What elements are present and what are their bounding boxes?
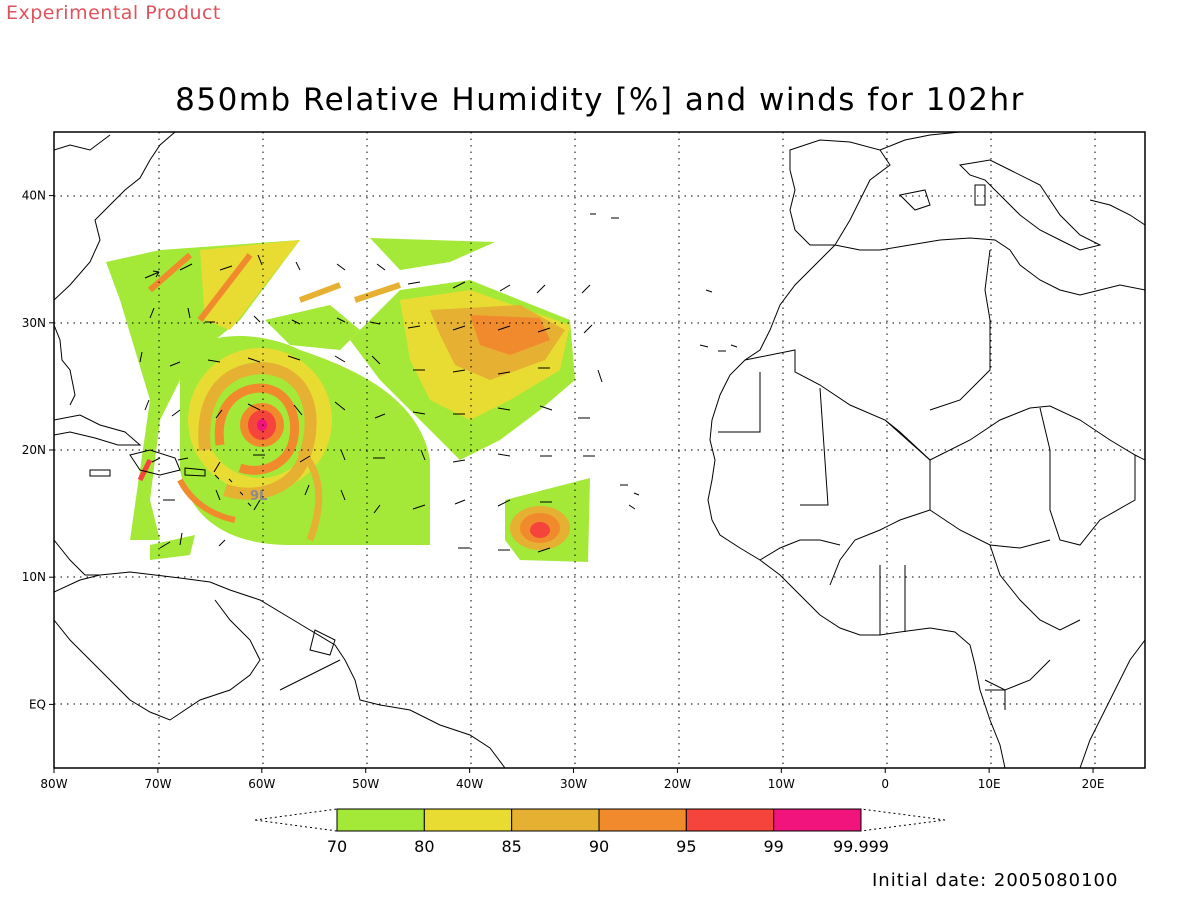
colorbar-label: 90: [589, 837, 609, 856]
lat-label: 30N: [22, 316, 46, 330]
lon-label: 30W: [560, 777, 587, 791]
colorbar-label: 99.999: [833, 837, 889, 856]
lon-label: 60W: [248, 777, 275, 791]
lon-label: 80W: [40, 777, 67, 791]
lon-label: 20W: [664, 777, 691, 791]
colorbar-right-extension: [860, 808, 946, 832]
lat-label: 10N: [22, 570, 46, 584]
axis-labels: 40N 30N 20N 10N EQ 80W 70W 60W 50W 40W 30W 20W 10W 0 1…: [22, 189, 1105, 791]
lon-label: 10W: [768, 777, 795, 791]
lon-label: 70W: [144, 777, 171, 791]
lon-label: 50W: [352, 777, 379, 791]
experimental-product-label: Experimental Product: [6, 2, 221, 24]
colorbar-swatch: [336, 808, 425, 832]
wind-vectors: [139, 254, 603, 553]
colorbar-swatch: [598, 808, 687, 832]
colorbar-swatch: [685, 808, 775, 832]
grid-lines: [54, 132, 1145, 768]
colorbar-swatch: [511, 808, 600, 832]
initial-date: Initial date: 2005080100: [872, 870, 1119, 891]
lat-label: EQ: [29, 697, 46, 711]
colorbar-label: 80: [414, 837, 434, 856]
colorbar-swatch: [773, 808, 862, 832]
lat-label: 20N: [22, 443, 46, 457]
lon-label: 10E: [978, 777, 1001, 791]
lon-label: 40W: [456, 777, 483, 791]
lon-label: 20E: [1082, 777, 1105, 791]
colorbar-label: 70: [327, 837, 347, 856]
lon-label: 0: [881, 777, 889, 791]
lat-label: 40N: [22, 189, 46, 203]
colorbar: 70 80 85 90 95 99 99.999: [254, 808, 946, 856]
storm-label: 9L: [250, 489, 267, 504]
chart-title: 850mb Relative Humidity [%] and winds fo…: [175, 82, 1025, 118]
colorbar-swatch: [423, 808, 513, 832]
colorbar-label: 85: [501, 837, 521, 856]
colorbar-label: 99: [763, 837, 783, 856]
colorbar-label: 95: [676, 837, 696, 856]
colorbar-left-extension: [254, 808, 338, 832]
humidity-field: [106, 238, 590, 562]
